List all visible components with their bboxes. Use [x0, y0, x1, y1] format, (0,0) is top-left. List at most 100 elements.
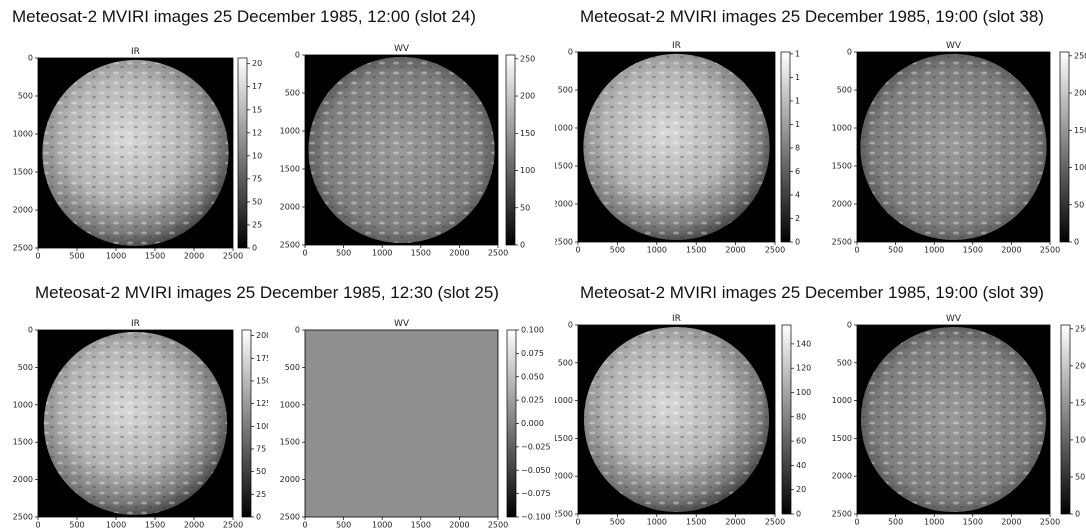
x-tick-label: 2000 [725, 246, 745, 255]
x-tick-label: 500 [610, 518, 625, 527]
colorbar-tick-label: 0 [795, 238, 800, 247]
x-tick-label: 500 [336, 521, 351, 530]
colorbar-tick-label: 150 [520, 129, 535, 138]
x-tick-label: 1000 [647, 518, 667, 527]
colorbar-tick-label: 200 [520, 92, 535, 101]
panel-title: Meteosat-2 MVIRI images 25 December 1985… [12, 7, 476, 26]
cloud-texture [583, 54, 769, 240]
x-tick-label: 500 [69, 521, 84, 530]
x-tick-label: 0 [302, 521, 307, 530]
panel-title: Meteosat-2 MVIRI images 25 December 1985… [35, 283, 499, 302]
colorbar [507, 330, 516, 517]
x-tick-label: 500 [610, 246, 625, 255]
colorbar-tick-label: −0.025 [521, 442, 551, 451]
x-tick-label: 2500 [1040, 518, 1060, 527]
colorbar-tick-label: 100 [1074, 163, 1086, 172]
x-tick-label: 2000 [1001, 518, 1021, 527]
colorbar-tick-label: 0 [1075, 510, 1080, 519]
colorbar [782, 325, 791, 514]
subplot-title: WV [394, 319, 410, 329]
colorbar-tick-label: 100 [520, 166, 535, 175]
y-tick-label: 500 [18, 363, 33, 372]
subplot-title: IR [672, 41, 681, 51]
y-tick-label: 2000 [280, 203, 300, 212]
x-tick-label: 2000 [184, 252, 204, 261]
y-tick-label: 500 [558, 358, 573, 367]
colorbar-tick-label: 50 [1075, 472, 1085, 481]
colorbar-tick-label: 100 [1075, 435, 1086, 444]
colorbar-tick-label: 0 [252, 244, 257, 253]
y-tick-label: 0 [847, 48, 852, 57]
x-tick-label: 0 [854, 246, 859, 255]
x-tick-label: 0 [854, 518, 859, 527]
colorbar-tick-label: 25 [256, 490, 266, 499]
x-tick-label: 0 [302, 249, 307, 258]
x-tick-label: 2500 [223, 521, 243, 530]
y-tick-label: 1000 [832, 124, 852, 133]
y-tick-label: 1000 [280, 400, 300, 409]
subplot-title: WV [946, 314, 962, 324]
x-tick-label: 2500 [765, 246, 785, 255]
colorbar-tick-label: 200 [1074, 89, 1086, 98]
y-tick-label: 1500 [13, 438, 33, 447]
colorbar [1060, 52, 1069, 242]
colorbar [238, 58, 247, 248]
x-tick-label: 1000 [106, 521, 126, 530]
y-tick-label: 500 [837, 358, 852, 367]
x-tick-label: 2500 [488, 249, 508, 258]
cloud-texture [42, 60, 228, 246]
y-tick-label: 0 [568, 321, 573, 330]
y-tick-label: 2000 [832, 472, 852, 481]
colorbar-tick-label: 25 [252, 220, 262, 229]
x-tick-label: 500 [888, 246, 903, 255]
y-tick-label: 500 [18, 92, 33, 101]
y-tick-label: 500 [285, 89, 300, 98]
colorbar-tick-label: 50 [252, 197, 262, 206]
colorbar-tick-label: 0 [796, 510, 801, 519]
colorbar-tick-label: −0.100 [521, 513, 551, 522]
y-tick-label: 2000 [553, 472, 573, 481]
colorbar-tick-label: 150 [1075, 398, 1086, 407]
colorbar-tick-label: 0.050 [521, 372, 544, 381]
colorbar [242, 330, 251, 517]
y-tick-label: 2500 [13, 244, 33, 253]
x-tick-label: 1000 [372, 249, 392, 258]
y-tick-label: 0 [28, 54, 33, 63]
subplot: WV05001000150020002500050010001500200025… [832, 41, 1086, 255]
colorbar-tick-label: 75 [252, 174, 262, 183]
colorbar-tick-label: 0 [256, 513, 261, 522]
y-tick-label: 0 [568, 48, 573, 57]
y-tick-label: 2500 [13, 513, 33, 522]
x-tick-label: 1000 [924, 246, 944, 255]
colorbar-tick-label: 0.000 [521, 419, 544, 428]
y-tick-label: 2500 [280, 513, 300, 522]
colorbar-tick-label: 150 [1074, 126, 1086, 135]
colorbar-tick-label: 250 [1074, 51, 1086, 60]
subplot-title: IR [131, 319, 140, 329]
panel-title: Meteosat-2 MVIRI images 25 December 1985… [580, 7, 1044, 26]
y-tick-label: 1000 [553, 396, 573, 405]
x-tick-label: 0 [575, 518, 580, 527]
y-tick-label: 1500 [280, 438, 300, 447]
y-tick-label: 1500 [553, 162, 573, 171]
y-tick-label: 1500 [832, 162, 852, 171]
x-tick-label: 1500 [686, 518, 706, 527]
subplot-title: IR [672, 314, 681, 324]
subplot: IR05001000150020002500050010001500200025… [553, 41, 811, 255]
x-tick-label: 1000 [924, 518, 944, 527]
colorbar-tick-label: 20 [796, 485, 806, 494]
cloud-texture [308, 57, 494, 243]
colorbar-tick-label: 40 [796, 461, 806, 470]
colorbar-tick-label: 50 [256, 467, 266, 476]
subplot-title: IR [131, 47, 140, 57]
x-tick-label: 0 [35, 252, 40, 261]
y-tick-label: 2000 [553, 200, 573, 209]
x-tick-label: 1000 [647, 246, 667, 255]
x-tick-label: 500 [888, 518, 903, 527]
y-tick-label: 2500 [280, 241, 300, 250]
colorbar [781, 52, 790, 242]
colorbar-tick-label: 50 [1074, 200, 1084, 209]
x-tick-label: 500 [336, 249, 351, 258]
